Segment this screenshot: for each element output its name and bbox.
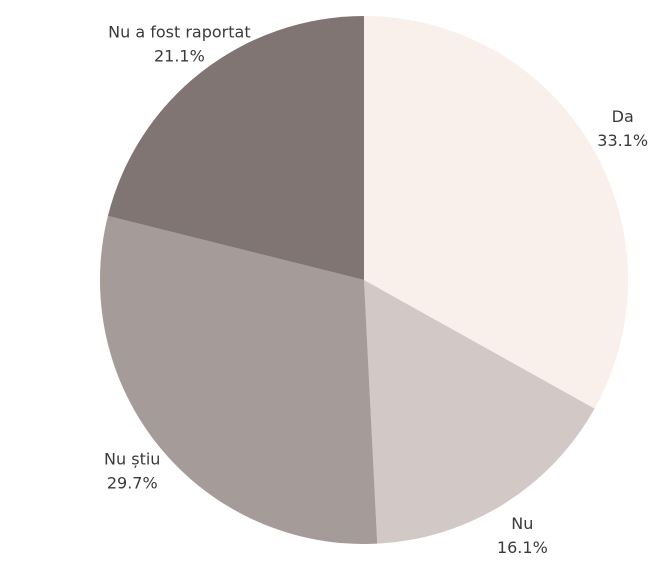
pie-slices — [100, 16, 628, 544]
slice-label-nu-a-fost-raportat: Nu a fost raportat — [108, 23, 250, 42]
pie-slice-da — [364, 16, 628, 409]
slice-label-nu: Nu — [511, 514, 533, 533]
slice-value-nu-stiu: 29.7% — [107, 474, 158, 493]
slice-labels: Da 33.1% Nu 16.1% Nu știu 29.7% Nu a fost rapo… — [104, 23, 648, 557]
slice-value-da: 33.1% — [597, 131, 648, 150]
pie-slice-nu-a-fost-raportat — [107, 16, 364, 280]
slice-value-nu: 16.1% — [497, 538, 548, 557]
slice-value-nu-a-fost-raportat: 21.1% — [154, 47, 205, 66]
slice-label-nu-stiu: Nu știu — [104, 450, 160, 469]
pie-slice-nu-stiu — [100, 215, 378, 544]
slice-label-da: Da — [612, 107, 634, 126]
pie-slice-nu — [364, 280, 595, 544]
